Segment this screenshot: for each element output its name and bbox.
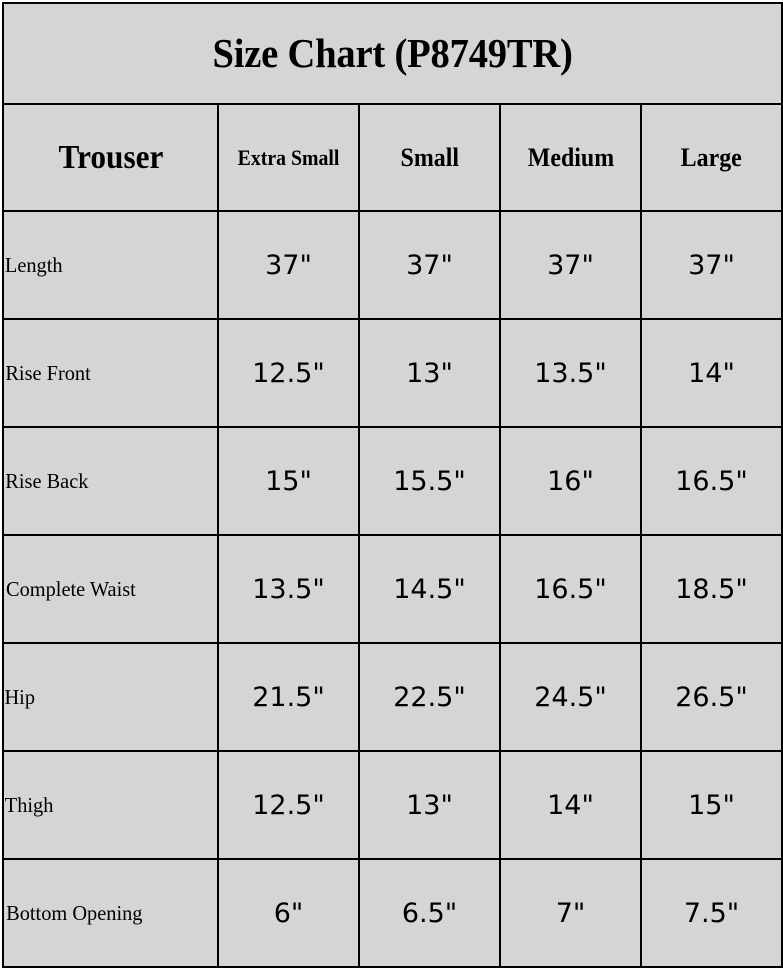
row-label-cell: Rise Front bbox=[2, 318, 219, 428]
measurement-cell: 13.5" bbox=[499, 318, 642, 428]
row-label: Hip bbox=[4, 684, 36, 709]
size-header-label-extra-small: Extra Small bbox=[237, 144, 340, 170]
measurement-value: 13" bbox=[406, 789, 453, 821]
row-label: Complete Waist bbox=[6, 576, 136, 601]
size-header-label-large: Large bbox=[680, 142, 743, 172]
table-row: Length 37" 37" 37" 37" bbox=[2, 210, 783, 320]
row-label: Rise Back bbox=[5, 468, 89, 493]
row-label-cell: Rise Back bbox=[2, 426, 219, 536]
measurement-cell: 14" bbox=[639, 318, 783, 428]
measurement-cell: 16.5" bbox=[639, 426, 783, 536]
measurement-value: 14" bbox=[547, 789, 594, 821]
table-row: Thigh 12.5" 13" 14" 15" bbox=[2, 750, 783, 860]
measurement-cell: 26.5" bbox=[639, 642, 783, 752]
measurement-cell: 37" bbox=[639, 210, 783, 320]
measurement-value: 13.5" bbox=[252, 573, 325, 605]
measurement-value: 22.5" bbox=[393, 681, 466, 713]
measurement-value: 13.5" bbox=[534, 357, 607, 389]
measurement-cell: 21.5" bbox=[217, 642, 360, 752]
chart-title-cell: Size Chart (P8749TR) bbox=[1, 2, 783, 105]
measurement-value: 14.5" bbox=[393, 573, 466, 605]
measurement-cell: 16.5" bbox=[499, 534, 642, 644]
measurement-cell: 15" bbox=[217, 426, 360, 536]
table-row: Hip 21.5" 22.5" 24.5" 26.5" bbox=[2, 642, 783, 752]
measurement-cell: 37" bbox=[358, 210, 501, 320]
measurement-value: 37" bbox=[688, 249, 735, 281]
size-header-cell-medium: Medium bbox=[499, 103, 642, 212]
measurement-cell: 13" bbox=[358, 750, 501, 860]
table-row: Rise Front 12.5" 13" 13.5" 14" bbox=[2, 318, 783, 428]
measurement-cell: 14" bbox=[499, 750, 642, 860]
measurement-cell: 7" bbox=[499, 858, 642, 968]
table-row: Bottom Opening 6" 6.5" 7" 7.5" bbox=[2, 858, 783, 968]
measurement-value: 7.5" bbox=[683, 897, 740, 929]
row-label-cell: Bottom Opening bbox=[2, 858, 219, 968]
measurement-cell: 12.5" bbox=[217, 750, 360, 860]
measurement-cell: 6" bbox=[217, 858, 360, 968]
measurement-value: 15" bbox=[265, 465, 312, 497]
measurement-value: 18.5" bbox=[675, 573, 748, 605]
measurement-value: 16.5" bbox=[534, 573, 607, 605]
measurement-cell: 7.5" bbox=[639, 858, 783, 968]
measurement-value: 6.5" bbox=[401, 897, 458, 929]
measurement-value: 15" bbox=[688, 789, 735, 821]
measurement-value: 37" bbox=[265, 249, 312, 281]
size-header-label-small: Small bbox=[400, 142, 459, 172]
row-label-cell: Thigh bbox=[2, 750, 219, 860]
measurement-cell: 15" bbox=[639, 750, 783, 860]
measurement-value: 13" bbox=[406, 357, 453, 389]
measurement-cell: 13.5" bbox=[217, 534, 360, 644]
measurement-value: 21.5" bbox=[252, 681, 325, 713]
measurement-value: 16" bbox=[547, 465, 594, 497]
measurement-value: 12.5" bbox=[252, 789, 325, 821]
measurement-cell: 12.5" bbox=[217, 318, 360, 428]
measurement-value: 26.5" bbox=[675, 681, 748, 713]
size-header-cell-extra-small: Extra Small bbox=[217, 103, 360, 212]
table-row: Rise Back 15" 15.5" 16" 16.5" bbox=[2, 426, 783, 536]
measurement-cell: 24.5" bbox=[499, 642, 642, 752]
row-label-cell: Complete Waist bbox=[2, 534, 219, 644]
measurement-value: 24.5" bbox=[534, 681, 607, 713]
measurement-cell: 37" bbox=[217, 210, 360, 320]
measurement-value: 6" bbox=[273, 897, 304, 929]
measurement-value: 16.5" bbox=[675, 465, 748, 497]
corner-header-cell: Trouser bbox=[2, 103, 219, 212]
row-label: Bottom Opening bbox=[6, 900, 143, 925]
row-label: Length bbox=[4, 252, 63, 277]
measurement-cell: 13" bbox=[358, 318, 501, 428]
size-header-label-medium: Medium bbox=[527, 142, 614, 172]
row-label: Rise Front bbox=[5, 360, 91, 385]
row-label-cell: Hip bbox=[2, 642, 219, 752]
measurement-value: 37" bbox=[547, 249, 594, 281]
column-header-row: Trouser Extra Small Small Medium Large bbox=[2, 103, 783, 212]
measurement-value: 15.5" bbox=[393, 465, 466, 497]
title-row: Size Chart (P8749TR) bbox=[1, 2, 783, 105]
measurement-cell: 37" bbox=[499, 210, 642, 320]
corner-header-label: Trouser bbox=[58, 138, 163, 176]
measurement-value: 12.5" bbox=[252, 357, 325, 389]
measurement-value: 37" bbox=[406, 249, 453, 281]
size-header-cell-small: Small bbox=[358, 103, 501, 212]
row-label-cell: Length bbox=[2, 210, 219, 320]
measurement-cell: 18.5" bbox=[639, 534, 783, 644]
measurement-cell: 14.5" bbox=[358, 534, 501, 644]
measurement-value: 7" bbox=[555, 897, 586, 929]
measurement-cell: 22.5" bbox=[358, 642, 501, 752]
measurement-value: 14" bbox=[688, 357, 735, 389]
measurement-cell: 16" bbox=[499, 426, 642, 536]
measurement-cell: 6.5" bbox=[358, 858, 501, 968]
size-header-cell-large: Large bbox=[639, 103, 783, 212]
row-label: Thigh bbox=[4, 792, 54, 817]
measurement-cell: 15.5" bbox=[358, 426, 501, 536]
table-row: Complete Waist 13.5" 14.5" 16.5" 18.5" bbox=[2, 534, 783, 644]
page-title: Size Chart (P8749TR) bbox=[212, 29, 573, 76]
